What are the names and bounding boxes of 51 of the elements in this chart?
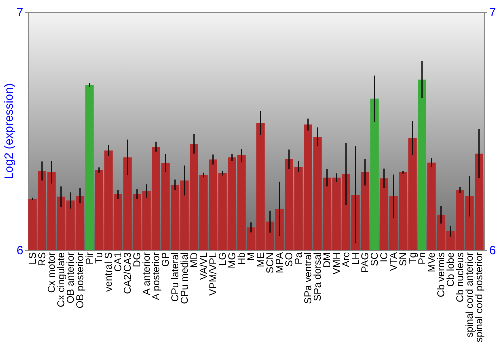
x-tick-label: CA1 <box>113 252 124 272</box>
x-tick-label: LS <box>28 252 39 265</box>
x-tick-label: Arc <box>341 252 352 268</box>
x-tick-label: VMH <box>332 252 343 275</box>
x-tick-label: spinal cord posterior <box>474 252 486 343</box>
x-tick-label: IC <box>379 252 390 262</box>
x-tick-label: CA2/CA3 <box>122 252 134 294</box>
x-tick-label: OB anterior <box>66 252 77 304</box>
x-tick-label: OB posterior <box>75 252 86 309</box>
x-tick-label: Cb nucleus <box>455 252 466 303</box>
x-tick-label: DM <box>322 252 334 268</box>
x-tick-label: CPu lateral <box>170 252 182 302</box>
y2-tick-label: 7 <box>490 6 496 20</box>
x-tick-label: SN <box>398 252 410 266</box>
x-tick-label: Tu <box>94 252 106 264</box>
x-tick-label: A anterior <box>142 252 153 296</box>
x-tick-label: Cb lobe <box>446 252 457 287</box>
x-tick-label: MVe <box>426 252 438 273</box>
y2-tick-label: 6 <box>490 244 496 258</box>
x-tick-label: SPa ventral <box>303 252 314 304</box>
x-tick-label: Pn <box>417 252 428 265</box>
x-tick-label: Cx motor <box>46 252 58 294</box>
x-tick-label: Tg <box>408 252 419 264</box>
x-tick-label: Hb <box>236 252 248 266</box>
x-tick-label: Cb vermis <box>436 252 448 298</box>
x-tick-label: VA/VL <box>198 252 210 280</box>
x-tick-label: ME <box>256 252 267 268</box>
x-tick-label: PAG <box>360 252 372 273</box>
x-tick-label: VTA <box>388 252 400 272</box>
x-tick-label: M <box>246 252 258 261</box>
x-tick-label: DG <box>132 252 144 268</box>
x-tick-label: LG <box>218 252 229 266</box>
x-tick-label: VPM/VPL <box>208 252 220 296</box>
x-tick-label: A posterior <box>151 252 162 300</box>
x-tick-label: CPu medial <box>180 252 191 304</box>
x-tick-label: Pa <box>294 252 305 265</box>
x-tick-label: MD <box>189 252 200 268</box>
x-tick-label: MG <box>227 252 238 269</box>
x-tick-label: RS <box>37 252 48 266</box>
x-tick-label: SCN <box>265 252 276 274</box>
x-tick-label: SPa dorsal <box>312 252 324 302</box>
x-tick-label: spinal cord anterior <box>464 252 476 338</box>
x-tick-label: SC <box>370 252 381 266</box>
x-tick-label: Cx cingulate <box>56 252 68 308</box>
x-tick-label: LH <box>350 252 362 266</box>
y-axis-title: Log2 (expression) <box>2 83 16 180</box>
x-tick-label: SO <box>284 252 296 267</box>
x-tick-label: MPA <box>274 252 286 274</box>
x-tick-label: ventral S <box>104 252 115 292</box>
x-tick-label: Pir <box>84 252 96 265</box>
x-tick-label: GP <box>160 252 172 267</box>
